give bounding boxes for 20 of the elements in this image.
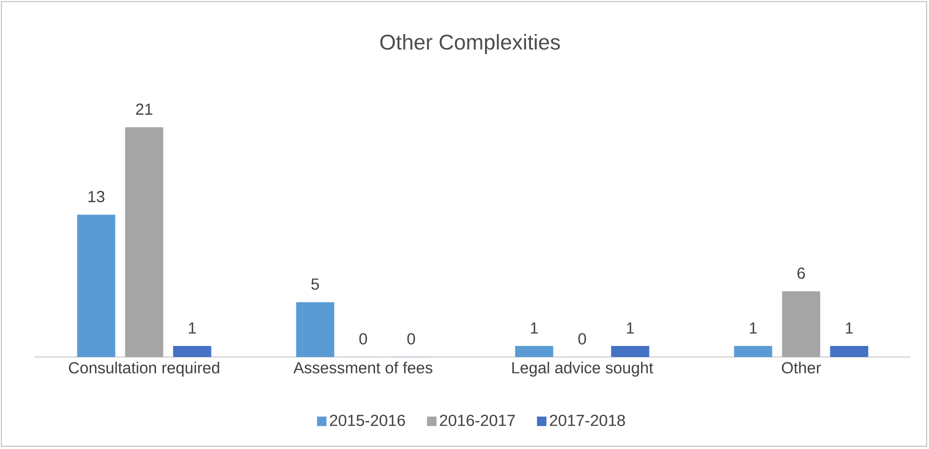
legend-label: 2015-2016 xyxy=(330,414,405,426)
data-label: 6 xyxy=(798,268,805,279)
data-label: 0 xyxy=(578,333,586,344)
data-label: 5 xyxy=(311,278,319,290)
data-label: 13 xyxy=(88,190,104,202)
x-tick-label: Assessment of fees xyxy=(293,362,432,374)
data-label: 1 xyxy=(750,322,757,334)
x-tick-label: Consultation required xyxy=(68,362,220,377)
legend-label: 2017-2018 xyxy=(550,414,625,426)
data-label: 0 xyxy=(359,333,367,344)
data-label: 1 xyxy=(530,322,538,334)
legend-label: 2016-2017 xyxy=(440,414,515,426)
x-tick-label: Legal advice sought xyxy=(512,362,654,377)
x-tick-label: Other xyxy=(782,362,821,374)
chart-title: Other Complexities xyxy=(380,34,560,54)
data-label: 0 xyxy=(407,333,415,344)
data-label: 1 xyxy=(846,322,853,334)
data-label: 1 xyxy=(626,322,634,334)
data-label: 1 xyxy=(188,322,196,334)
data-label: 21 xyxy=(136,104,152,115)
